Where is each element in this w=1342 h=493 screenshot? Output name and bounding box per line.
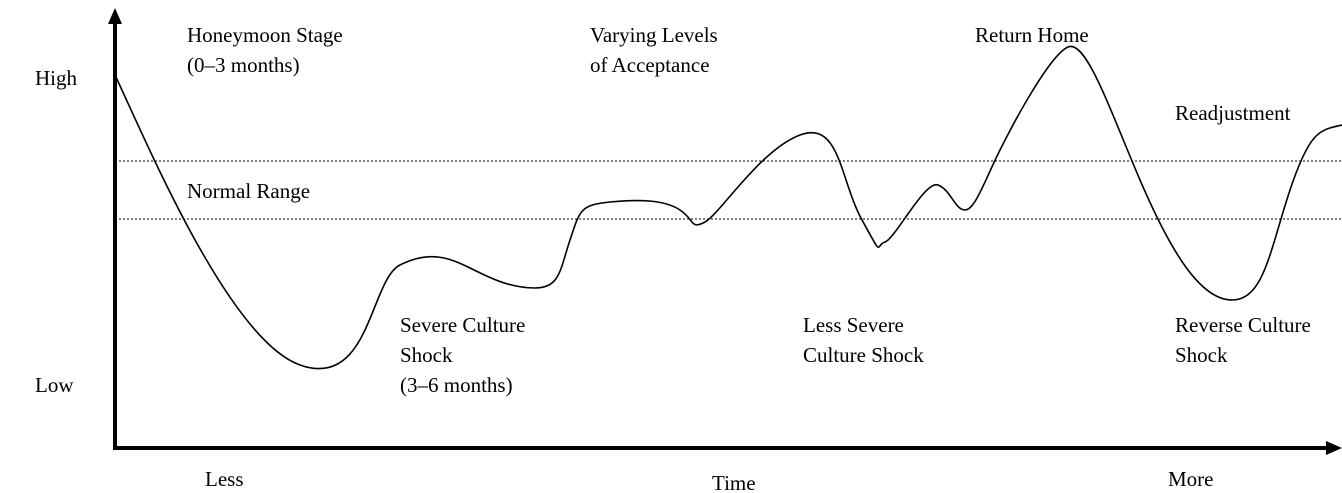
- stage-label: Culture Shock: [803, 343, 924, 367]
- stage-label: Shock: [400, 343, 453, 367]
- stage-label: Less Severe: [803, 313, 904, 337]
- stage-label: of Acceptance: [590, 53, 710, 77]
- stage-label: Reverse Culture: [1175, 313, 1311, 337]
- y-low-label: Low: [35, 373, 74, 397]
- stage-label: Varying Levels: [590, 23, 718, 47]
- stage-labels: Honeymoon Stage (0–3 months) Varying Level…: [187, 23, 1311, 397]
- stage-label: Shock: [1175, 343, 1228, 367]
- stage-label: (0–3 months): [187, 53, 300, 77]
- adjustment-curve: [114, 45, 1342, 370]
- x-axis-arrow: [1326, 441, 1342, 455]
- x-more-label: More: [1168, 467, 1214, 491]
- normal-range-label: Normal Range: [187, 179, 310, 203]
- stage-label: (3–6 months): [400, 373, 513, 397]
- stage-label: Honeymoon Stage: [187, 23, 343, 47]
- stage-label: Readjustment: [1175, 101, 1291, 125]
- y-axis-arrow: [108, 8, 122, 24]
- x-less-label: Less: [205, 467, 244, 491]
- stage-label: Return Home: [975, 23, 1089, 47]
- stage-label: Severe Culture: [400, 313, 525, 337]
- y-high-label: High: [35, 66, 78, 90]
- x-title: Time: [712, 471, 756, 493]
